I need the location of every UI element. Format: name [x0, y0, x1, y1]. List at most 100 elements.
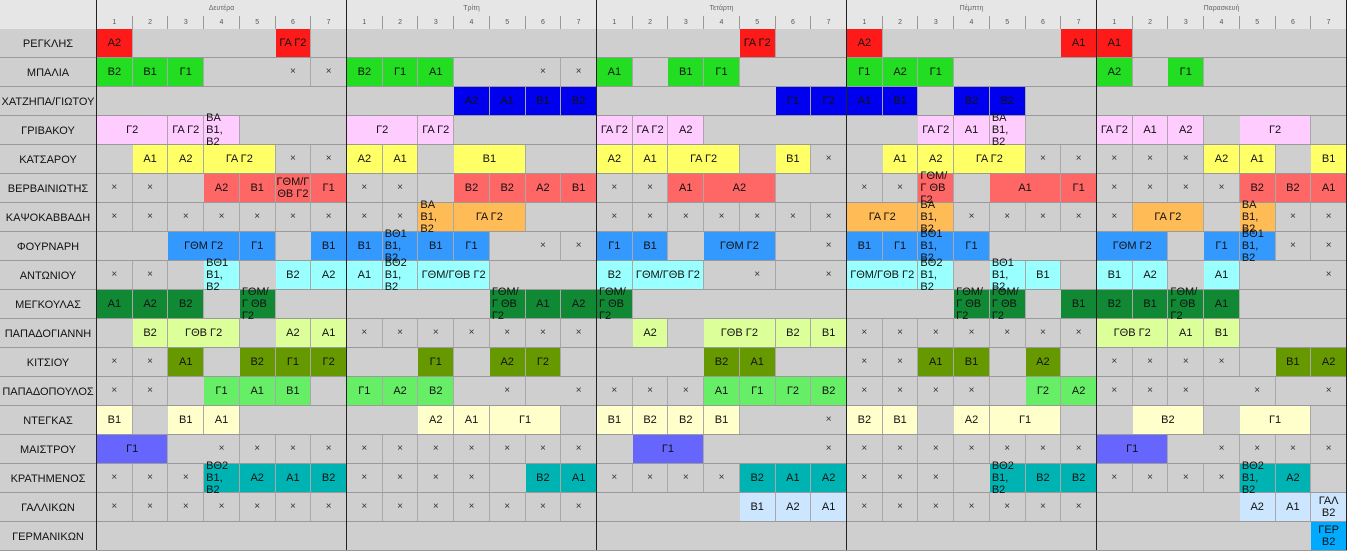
lesson-cell[interactable]: Α1 — [311, 319, 347, 347]
lesson-cell[interactable]: ΓΘΜ/Γ ΘΒ Γ2 — [954, 286, 990, 322]
lesson-cell[interactable]: × — [1276, 232, 1312, 260]
lesson-cell[interactable]: × — [526, 435, 562, 463]
lesson-cell[interactable]: Γ1 — [168, 58, 205, 86]
lesson-cell[interactable]: Β2 — [132, 319, 169, 347]
lesson-cell[interactable]: × — [1061, 145, 1097, 173]
lesson-cell[interactable]: Α2 — [1239, 493, 1276, 521]
lesson-cell[interactable]: × — [526, 58, 562, 86]
lesson-cell[interactable]: Γ1 — [204, 377, 240, 405]
lesson-cell[interactable]: Β1 — [954, 348, 990, 376]
lesson-cell[interactable]: × — [1133, 348, 1169, 376]
lesson-cell[interactable]: × — [883, 493, 919, 521]
lesson-cell[interactable]: Β1 — [1132, 290, 1169, 318]
lesson-cell[interactable]: Α2 — [847, 29, 883, 57]
lesson-cell[interactable]: ΓΑ Γ2 — [1132, 203, 1205, 231]
lesson-cell[interactable]: Γ1 — [239, 232, 276, 260]
lesson-cell[interactable]: × — [347, 174, 383, 202]
lesson-cell[interactable]: ΓΘΜ/Γ ΘΒ Γ2 — [489, 286, 526, 322]
lesson-cell[interactable]: × — [883, 174, 919, 202]
lesson-cell[interactable]: ΓΘΒ Γ2 — [704, 319, 776, 347]
lesson-cell[interactable]: × — [883, 377, 919, 405]
lesson-cell[interactable]: Β1 — [1097, 261, 1133, 289]
lesson-cell[interactable]: × — [668, 464, 705, 492]
lesson-cell[interactable]: × — [418, 464, 455, 492]
lesson-cell[interactable]: × — [561, 319, 597, 347]
lesson-cell[interactable]: Β2 — [1025, 464, 1062, 492]
lesson-cell[interactable]: Β2 — [1061, 464, 1097, 492]
lesson-cell[interactable]: × — [490, 319, 526, 347]
lesson-cell[interactable]: ΓΘΜ/Γ ΘΒ Γ2 — [989, 286, 1026, 322]
lesson-cell[interactable]: × — [347, 464, 383, 492]
lesson-cell[interactable]: ΓΑ Γ2 — [847, 203, 919, 231]
lesson-cell[interactable]: Β2 — [775, 319, 812, 347]
lesson-cell[interactable]: Α1 — [1132, 116, 1169, 144]
lesson-cell[interactable]: Β2 — [954, 87, 990, 115]
lesson-cell[interactable]: ΒΑ Β1, Β2 — [418, 199, 455, 235]
lesson-cell[interactable]: × — [383, 493, 419, 521]
lesson-cell[interactable]: ΒΘ1 Β1, Β2 — [918, 228, 955, 264]
lesson-cell[interactable]: Β1 — [418, 232, 455, 260]
lesson-cell[interactable]: Γ2 — [97, 116, 169, 144]
lesson-cell[interactable]: Γ1 — [597, 232, 633, 260]
lesson-cell[interactable]: × — [1311, 377, 1347, 405]
lesson-cell[interactable]: ΓΑ Γ2 — [1097, 116, 1133, 144]
lesson-cell[interactable]: × — [383, 464, 419, 492]
lesson-cell[interactable]: Α2 — [1275, 464, 1312, 492]
lesson-cell[interactable]: × — [240, 203, 276, 231]
lesson-cell[interactable]: ΓΘΜ Γ2 — [704, 232, 776, 260]
lesson-cell[interactable]: × — [847, 435, 883, 463]
lesson-cell[interactable]: Α1 — [989, 174, 1062, 202]
lesson-cell[interactable]: × — [990, 203, 1026, 231]
lesson-cell[interactable]: Α2 — [561, 290, 597, 318]
lesson-cell[interactable]: Α2 — [1097, 58, 1133, 86]
lesson-cell[interactable]: Γ1 — [382, 58, 419, 86]
lesson-cell[interactable]: Β2 — [1239, 174, 1276, 202]
lesson-cell[interactable]: × — [1240, 377, 1276, 405]
lesson-cell[interactable]: Α1 — [525, 290, 562, 318]
lesson-cell[interactable]: × — [347, 203, 383, 231]
lesson-cell[interactable]: Γ1 — [989, 406, 1062, 434]
lesson-cell[interactable]: Α1 — [1097, 29, 1133, 57]
lesson-cell[interactable]: × — [454, 319, 490, 347]
lesson-cell[interactable]: Α2 — [918, 145, 955, 173]
lesson-cell[interactable]: × — [276, 203, 312, 231]
lesson-cell[interactable]: × — [204, 203, 240, 231]
lesson-cell[interactable]: × — [1061, 435, 1097, 463]
lesson-cell[interactable]: × — [133, 261, 169, 289]
lesson-cell[interactable]: × — [561, 435, 597, 463]
lesson-cell[interactable]: Β2 — [311, 464, 347, 492]
lesson-cell[interactable]: × — [1097, 145, 1133, 173]
lesson-cell[interactable]: Α2 — [704, 174, 776, 202]
lesson-cell[interactable]: Α1 — [1275, 493, 1312, 521]
lesson-cell[interactable]: Α2 — [311, 261, 347, 289]
lesson-cell[interactable]: × — [990, 493, 1026, 521]
lesson-cell[interactable]: Β2 — [97, 58, 133, 86]
lesson-cell[interactable]: Β1 — [1275, 348, 1312, 376]
lesson-cell[interactable]: Α2 — [489, 348, 526, 376]
lesson-cell[interactable]: × — [1276, 435, 1312, 463]
lesson-cell[interactable]: Γ2 — [1239, 116, 1312, 144]
lesson-cell[interactable]: Α1 — [668, 174, 705, 202]
lesson-cell[interactable]: ΓΑ Γ2 — [418, 116, 455, 144]
lesson-cell[interactable]: ΓΑ Γ2 — [204, 145, 276, 173]
lesson-cell[interactable]: Α1 — [882, 145, 919, 173]
lesson-cell[interactable]: Γ2 — [811, 87, 847, 115]
lesson-cell[interactable]: ΓΘΒ Γ2 — [1097, 319, 1169, 347]
lesson-cell[interactable]: × — [204, 435, 240, 463]
lesson-cell[interactable]: × — [918, 435, 955, 463]
lesson-cell[interactable]: Γ1 — [954, 232, 990, 260]
lesson-cell[interactable]: Β1 — [311, 232, 347, 260]
lesson-cell[interactable]: Α2 — [168, 145, 205, 173]
lesson-cell[interactable]: × — [954, 493, 990, 521]
lesson-cell[interactable]: × — [418, 435, 455, 463]
lesson-cell[interactable]: × — [990, 319, 1026, 347]
lesson-cell[interactable]: × — [276, 145, 312, 173]
lesson-cell[interactable]: Γ1 — [1239, 406, 1312, 434]
lesson-cell[interactable]: Β1 — [1204, 319, 1240, 347]
lesson-cell[interactable]: × — [597, 174, 633, 202]
lesson-cell[interactable]: Α2 — [811, 464, 847, 492]
lesson-cell[interactable]: × — [1097, 203, 1133, 231]
lesson-cell[interactable]: × — [133, 348, 169, 376]
lesson-cell[interactable]: × — [97, 261, 133, 289]
lesson-cell[interactable]: Β2 — [989, 87, 1026, 115]
